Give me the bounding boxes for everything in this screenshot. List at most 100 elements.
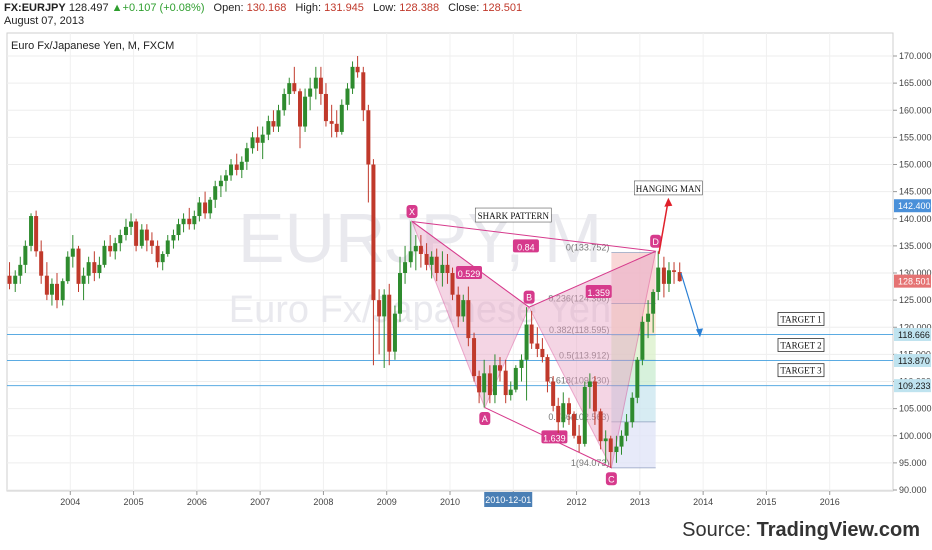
candle-body[interactable] xyxy=(118,235,123,244)
candle-body[interactable] xyxy=(535,343,540,349)
candle-body[interactable] xyxy=(54,283,59,301)
candle-body[interactable] xyxy=(76,248,81,284)
candle-body[interactable] xyxy=(123,226,128,236)
candle-body[interactable] xyxy=(487,373,492,396)
candle-body[interactable] xyxy=(139,229,144,246)
candle-body[interactable] xyxy=(592,381,597,412)
candle-body[interactable] xyxy=(677,272,682,282)
candle-body[interactable] xyxy=(445,264,450,273)
candle-body[interactable] xyxy=(666,270,671,284)
candle-body[interactable] xyxy=(7,275,12,284)
candle-body[interactable] xyxy=(223,175,228,181)
candle-body[interactable] xyxy=(434,256,439,273)
candle-body[interactable] xyxy=(13,275,18,284)
candle-body[interactable] xyxy=(149,240,154,246)
candle-body[interactable] xyxy=(377,300,382,317)
candle-body[interactable] xyxy=(630,397,635,423)
candle-body[interactable] xyxy=(229,164,234,176)
candle-body[interactable] xyxy=(44,275,49,295)
candle-body[interactable] xyxy=(155,245,160,263)
candle-body[interactable] xyxy=(113,243,118,252)
candle-body[interactable] xyxy=(92,262,97,273)
candle-body[interactable] xyxy=(472,338,477,377)
candle-body[interactable] xyxy=(582,386,587,444)
candle-body[interactable] xyxy=(97,264,102,273)
candle-body[interactable] xyxy=(413,245,418,252)
candle-body[interactable] xyxy=(171,235,176,241)
candle-body[interactable] xyxy=(587,381,592,387)
candle-body[interactable] xyxy=(339,104,344,132)
candle-body[interactable] xyxy=(34,216,39,252)
candle-body[interactable] xyxy=(466,300,471,339)
candle-body[interactable] xyxy=(519,359,524,368)
candle-body[interactable] xyxy=(271,121,276,127)
candle-body[interactable] xyxy=(561,403,566,423)
candle-body[interactable] xyxy=(60,281,65,301)
candle-body[interactable] xyxy=(260,134,265,143)
candle-body[interactable] xyxy=(318,77,323,94)
candle-body[interactable] xyxy=(213,186,218,200)
candle-body[interactable] xyxy=(482,373,487,393)
candle-body[interactable] xyxy=(329,121,334,124)
candle-body[interactable] xyxy=(144,229,149,241)
candle-body[interactable] xyxy=(303,96,308,127)
candle-body[interactable] xyxy=(503,370,508,396)
candle-body[interactable] xyxy=(18,264,23,276)
candle-body[interactable] xyxy=(635,359,640,398)
candle-body[interactable] xyxy=(250,137,255,149)
candle-body[interactable] xyxy=(208,199,213,214)
candle-body[interactable] xyxy=(39,251,44,276)
candle-body[interactable] xyxy=(661,267,666,284)
candle-body[interactable] xyxy=(540,348,545,358)
candle-body[interactable] xyxy=(287,83,292,94)
candle-body[interactable] xyxy=(244,148,249,162)
candle-body[interactable] xyxy=(598,411,603,442)
symbol[interactable]: FX:EURJPY xyxy=(4,2,66,14)
candle-body[interactable] xyxy=(292,83,297,92)
candle-body[interactable] xyxy=(556,405,561,423)
candle-body[interactable] xyxy=(651,291,656,314)
candle-body[interactable] xyxy=(371,164,376,301)
candle-body[interactable] xyxy=(298,91,303,127)
candle-body[interactable] xyxy=(392,313,397,352)
candle-body[interactable] xyxy=(334,123,339,132)
candle-body[interactable] xyxy=(192,216,197,225)
candle-body[interactable] xyxy=(577,435,582,444)
candle-body[interactable] xyxy=(361,72,366,111)
candle-body[interactable] xyxy=(551,381,556,406)
candle-body[interactable] xyxy=(70,248,75,257)
candle-body[interactable] xyxy=(102,245,107,265)
candle-body[interactable] xyxy=(203,202,208,214)
candle-body[interactable] xyxy=(134,221,139,246)
candle-body[interactable] xyxy=(234,164,239,170)
candle-body[interactable] xyxy=(29,216,34,246)
candle-body[interactable] xyxy=(440,264,445,273)
candle-body[interactable] xyxy=(403,262,408,273)
candle-body[interactable] xyxy=(81,275,86,284)
candle-body[interactable] xyxy=(429,256,434,265)
candle-body[interactable] xyxy=(350,66,355,89)
candle-body[interactable] xyxy=(624,422,629,436)
candle-body[interactable] xyxy=(614,446,619,453)
candle-body[interactable] xyxy=(23,245,28,265)
candle-body[interactable] xyxy=(313,77,318,89)
candle-body[interactable] xyxy=(524,324,529,360)
candle-body[interactable] xyxy=(355,66,360,73)
candle-body[interactable] xyxy=(181,218,186,225)
candle-body[interactable] xyxy=(239,161,244,170)
candle-body[interactable] xyxy=(450,273,455,295)
candle-body[interactable] xyxy=(165,240,170,255)
candle-body[interactable] xyxy=(187,218,192,225)
candle-body[interactable] xyxy=(323,93,328,122)
candle-body[interactable] xyxy=(497,365,502,371)
candle-body[interactable] xyxy=(308,88,313,97)
candle-body[interactable] xyxy=(619,435,624,447)
candle-body[interactable] xyxy=(266,121,271,135)
candle-body[interactable] xyxy=(282,93,287,111)
candle-body[interactable] xyxy=(160,254,165,263)
candle-body[interactable] xyxy=(456,294,461,317)
candle-body[interactable] xyxy=(408,251,413,263)
candle-body[interactable] xyxy=(366,110,371,165)
candle-body[interactable] xyxy=(129,221,134,227)
